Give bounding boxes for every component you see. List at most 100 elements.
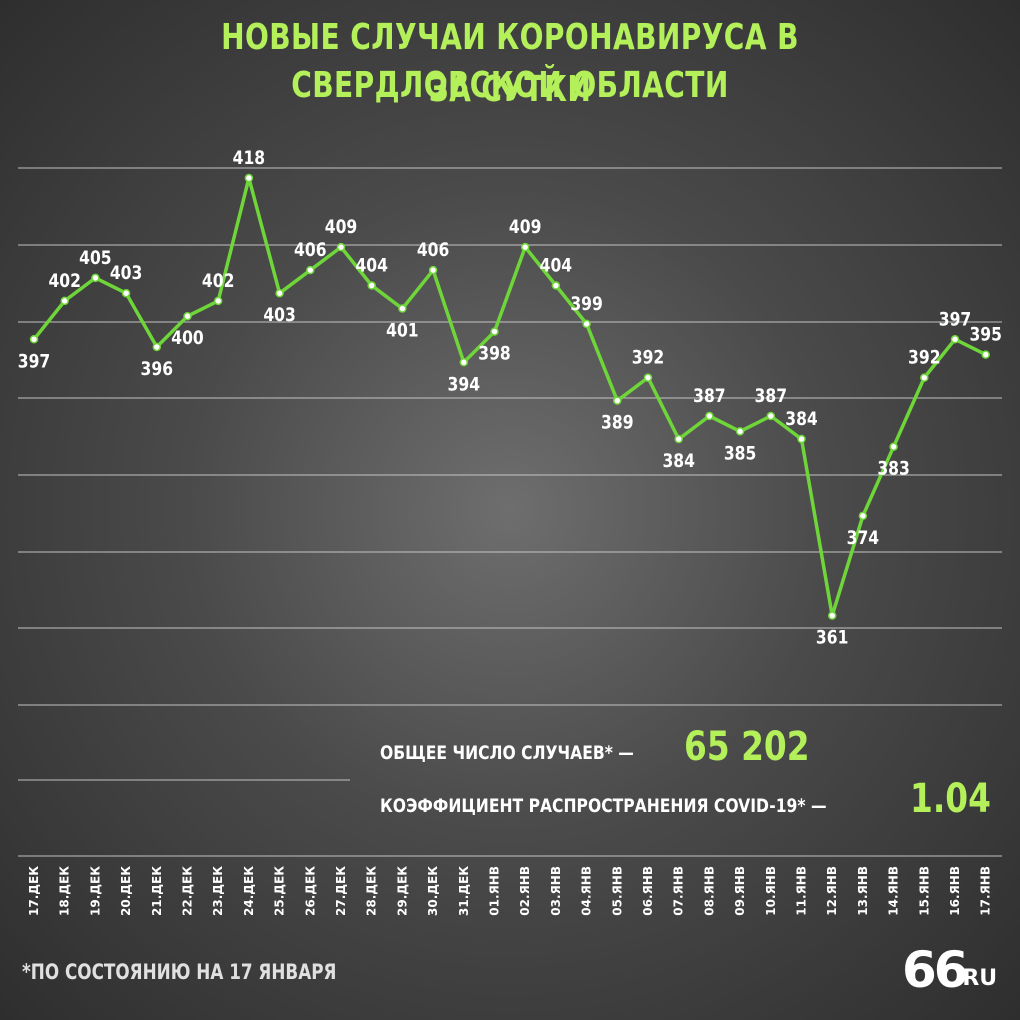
data-point: [735, 427, 745, 436]
x-tick-label: 23.ДЕК: [211, 866, 225, 916]
data-label: 400: [171, 328, 204, 350]
chart-title-line-2: ЗА СУТКИ: [428, 69, 592, 110]
total-cases-value: 65 202: [684, 724, 810, 770]
data-point: [29, 335, 39, 344]
data-point: [152, 342, 162, 352]
x-tick-label: 14.ЯНВ: [887, 866, 901, 916]
x-tick-label: 28.ДЕК: [365, 866, 379, 916]
data-point: [981, 350, 990, 359]
logo-domain: .RU: [954, 966, 998, 991]
data-point: [613, 396, 622, 405]
total-cases-label: ОБЩЕЕ ЧИСЛО СЛУЧАЕВ* —: [380, 742, 634, 764]
x-tick-label: 09.ЯНВ: [733, 866, 747, 916]
data-label: 409: [325, 217, 358, 239]
data-label: 401: [386, 320, 419, 342]
x-tick-label: 05.ЯНВ: [610, 866, 624, 916]
data-point: [920, 373, 929, 382]
x-tick-label: 18.ДЕК: [58, 866, 72, 916]
x-tick-label: 31.ДЕК: [457, 866, 471, 916]
data-label: 399: [570, 294, 603, 316]
data-label: 406: [294, 240, 327, 262]
x-tick-label: 13.ЯНВ: [856, 866, 870, 916]
data-point: [91, 273, 100, 283]
data-point: [766, 411, 776, 421]
data-point: [582, 319, 591, 329]
data-label: 374: [847, 527, 880, 549]
data-point: [551, 281, 561, 290]
x-tick-label: 22.ДЕК: [181, 866, 195, 916]
data-point: [428, 265, 438, 275]
data-label: 397: [939, 309, 972, 331]
data-label: 404: [355, 255, 388, 277]
data-point: [797, 434, 806, 444]
x-tick-label: 10.ЯНВ: [764, 866, 778, 916]
x-tick-label: 27.ДЕК: [334, 866, 348, 916]
x-tick-label: 17.ЯНВ: [979, 866, 993, 916]
data-label: 383: [877, 458, 910, 480]
data-point: [60, 296, 69, 306]
x-tick-label: 08.ЯНВ: [702, 866, 716, 916]
spread-coefficient-label: КОЭФФИЦИЕНТ РАСПРОСТРАНЕНИЯ COVID-19* —: [380, 795, 827, 817]
data-point: [950, 335, 960, 344]
logo-number: 66: [902, 941, 969, 999]
data-point: [306, 265, 315, 275]
x-tick-label: 24.ДЕК: [242, 866, 256, 916]
data-label: 403: [263, 305, 296, 327]
data-label: 361: [816, 627, 849, 649]
x-tick-label: 02.ЯНВ: [518, 866, 532, 916]
x-tick-label: 07.ЯНВ: [672, 866, 686, 916]
data-label: 402: [48, 270, 81, 292]
chart-title-line-1: НОВЫЕ СЛУЧАИ КОРОНАВИРУСА В СВЕРДЛОВСКОЙ…: [221, 17, 799, 106]
data-label: 405: [79, 247, 112, 269]
series-line: [32, 176, 988, 618]
spread-coefficient-value: 1.04: [910, 776, 991, 822]
data-label: 384: [785, 409, 818, 431]
data-label: 395: [969, 324, 1002, 346]
x-tick-label: 03.ЯНВ: [549, 866, 563, 916]
data-label: 385: [724, 443, 757, 465]
data-label: 396: [141, 359, 174, 381]
data-label: 397: [18, 351, 51, 373]
data-point: [183, 311, 192, 321]
data-label: 403: [110, 263, 143, 285]
data-label: 384: [662, 451, 695, 473]
x-tick-label: 19.ДЕК: [88, 866, 102, 916]
data-point: [213, 296, 223, 306]
x-tick-label: 04.ЯНВ: [580, 866, 594, 916]
data-point: [121, 288, 131, 298]
x-tick-label: 30.ДЕК: [426, 866, 440, 916]
x-tick-label: 15.ЯНВ: [917, 866, 931, 916]
x-tick-label: 11.ЯНВ: [795, 866, 809, 916]
data-point: [643, 373, 653, 382]
data-point: [705, 411, 714, 421]
data-label: 398: [478, 343, 511, 365]
data-point: [367, 281, 376, 290]
x-tick-label: 16.ЯНВ: [948, 866, 962, 916]
data-point: [827, 611, 837, 620]
data-label: 392: [632, 347, 665, 369]
data-label: 406: [417, 240, 450, 262]
data-point: [490, 327, 499, 336]
data-label: 409: [509, 217, 542, 239]
data-point: [459, 358, 469, 367]
data-label: 387: [693, 386, 726, 408]
data-point: [398, 304, 407, 313]
data-point: [674, 434, 683, 444]
x-tick-label: 21.ДЕК: [150, 866, 164, 916]
data-label: 394: [448, 374, 481, 396]
data-label: 404: [540, 255, 573, 277]
x-tick-label: 29.ДЕК: [395, 866, 409, 916]
data-point: [275, 288, 284, 298]
x-tick-label: 25.ДЕК: [273, 866, 287, 916]
x-tick-label: 06.ЯНВ: [641, 866, 655, 916]
x-tick-label: 01.ЯНВ: [488, 866, 502, 916]
data-label: 392: [908, 347, 941, 369]
data-point: [520, 242, 530, 252]
data-label: 387: [755, 386, 788, 408]
footnote: *ПО СОСТОЯНИЮ НА 17 ЯНВАРЯ: [22, 960, 337, 984]
x-tick-label: 26.ДЕК: [303, 866, 317, 916]
data-point: [889, 442, 898, 451]
data-label: 402: [202, 270, 235, 292]
data-label: 418: [233, 148, 266, 170]
